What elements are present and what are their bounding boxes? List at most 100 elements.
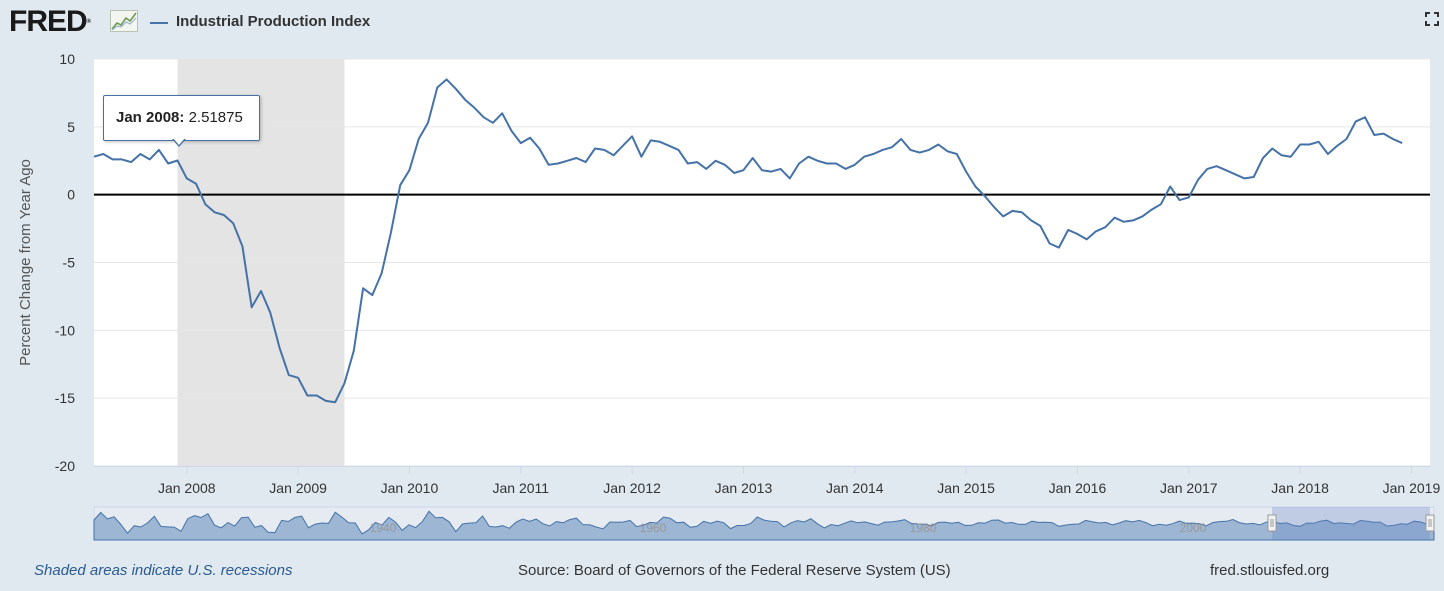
data-point[interactable]	[693, 158, 701, 166]
data-point[interactable]	[1138, 212, 1146, 220]
data-point[interactable]	[971, 183, 979, 191]
data-point[interactable]	[313, 392, 321, 400]
data-point[interactable]	[1259, 154, 1267, 162]
data-point[interactable]	[229, 219, 237, 227]
data-point[interactable]	[276, 344, 284, 352]
data-point[interactable]	[1157, 200, 1165, 208]
data-point[interactable]	[860, 153, 868, 161]
data-point[interactable]	[359, 284, 367, 292]
data-point[interactable]	[675, 146, 683, 154]
chart-area[interactable]: 10 5 0 -5 -10 -15 -20 Jan 2008 Jan 2009 Jan 2010…	[0, 0, 1444, 550]
data-point[interactable]	[1203, 165, 1211, 173]
data-point[interactable]	[1185, 193, 1193, 201]
navigator[interactable]: 1940 1960 1980 2000	[93, 506, 1435, 541]
data-point[interactable]	[1370, 131, 1378, 139]
data-point[interactable]	[591, 145, 599, 153]
data-point[interactable]	[1111, 214, 1119, 222]
data-point[interactable]	[1380, 130, 1388, 138]
data-point[interactable]	[331, 398, 339, 406]
data-point[interactable]	[637, 153, 645, 161]
data-point[interactable]	[201, 200, 209, 208]
data-point[interactable]	[452, 85, 460, 93]
data-point[interactable]	[1213, 162, 1221, 170]
data-point[interactable]	[758, 166, 766, 174]
data-point[interactable]	[814, 157, 822, 165]
data-point[interactable]	[322, 397, 330, 405]
data-point[interactable]	[99, 150, 107, 158]
data-point[interactable]	[656, 138, 664, 146]
data-point[interactable]	[396, 181, 404, 189]
data-point[interactable]	[953, 150, 961, 158]
data-point[interactable]	[526, 134, 534, 142]
data-point[interactable]	[470, 104, 478, 112]
data-point[interactable]	[350, 347, 358, 355]
data-point[interactable]	[1231, 170, 1239, 178]
data-point[interactable]	[1073, 230, 1081, 238]
data-point[interactable]	[424, 119, 432, 127]
data-point[interactable]	[1343, 135, 1351, 143]
data-point[interactable]	[341, 379, 349, 387]
site-link[interactable]: fred.stlouisfed.org	[1210, 562, 1330, 579]
data-point[interactable]	[1222, 166, 1230, 174]
data-point[interactable]	[1324, 150, 1332, 158]
data-point[interactable]	[211, 208, 219, 216]
fullscreen-icon[interactable]	[1425, 12, 1439, 26]
data-point[interactable]	[1009, 207, 1017, 215]
data-point[interactable]	[109, 155, 117, 163]
data-point[interactable]	[508, 127, 516, 135]
data-point[interactable]	[1027, 216, 1035, 224]
data-point[interactable]	[387, 229, 395, 237]
series-line[interactable]	[93, 78, 1403, 404]
data-point[interactable]	[294, 374, 302, 382]
data-point[interactable]	[1268, 145, 1276, 153]
data-point[interactable]	[962, 168, 970, 176]
data-point[interactable]	[1148, 206, 1156, 214]
data-point[interactable]	[174, 157, 182, 165]
data-point[interactable]	[1092, 227, 1100, 235]
data-point[interactable]	[1250, 173, 1258, 181]
data-point[interactable]	[248, 303, 256, 311]
data-point[interactable]	[795, 160, 803, 168]
data-point[interactable]	[433, 84, 441, 92]
data-point[interactable]	[155, 146, 163, 154]
data-point[interactable]	[888, 143, 896, 151]
data-point[interactable]	[851, 161, 859, 169]
data-point[interactable]	[1176, 196, 1184, 204]
data-point[interactable]	[285, 371, 293, 379]
data-point[interactable]	[906, 146, 914, 154]
legend-label[interactable]: Industrial Production Index	[176, 13, 371, 30]
data-point[interactable]	[127, 158, 135, 166]
data-point[interactable]	[498, 109, 506, 117]
data-point[interactable]	[925, 146, 933, 154]
data-point[interactable]	[804, 153, 812, 161]
data-point[interactable]	[749, 154, 757, 162]
data-point[interactable]	[869, 150, 877, 158]
data-point[interactable]	[1352, 117, 1360, 125]
data-point[interactable]	[944, 147, 952, 155]
data-point[interactable]	[572, 154, 580, 162]
data-point[interactable]	[1361, 113, 1369, 121]
data-point[interactable]	[443, 75, 451, 83]
navigator-handle[interactable]	[1425, 514, 1435, 532]
data-point[interactable]	[1296, 141, 1304, 149]
data-point[interactable]	[1120, 218, 1128, 226]
data-point[interactable]	[786, 174, 794, 182]
data-point[interactable]	[1083, 235, 1091, 243]
data-point[interactable]	[1398, 139, 1406, 147]
data-point[interactable]	[619, 142, 627, 150]
data-point[interactable]	[90, 153, 98, 161]
data-point[interactable]	[1046, 240, 1054, 248]
data-point[interactable]	[136, 150, 144, 158]
data-point[interactable]	[554, 160, 562, 168]
data-point[interactable]	[1101, 223, 1109, 231]
data-point[interactable]	[517, 139, 525, 147]
data-point[interactable]	[1166, 183, 1174, 191]
data-point[interactable]	[582, 158, 590, 166]
data-point[interactable]	[1129, 216, 1137, 224]
data-point[interactable]	[1278, 151, 1286, 159]
data-point[interactable]	[665, 142, 673, 150]
data-point[interactable]	[879, 146, 887, 154]
data-point[interactable]	[238, 242, 246, 250]
data-point[interactable]	[545, 161, 553, 169]
data-point[interactable]	[730, 169, 738, 177]
